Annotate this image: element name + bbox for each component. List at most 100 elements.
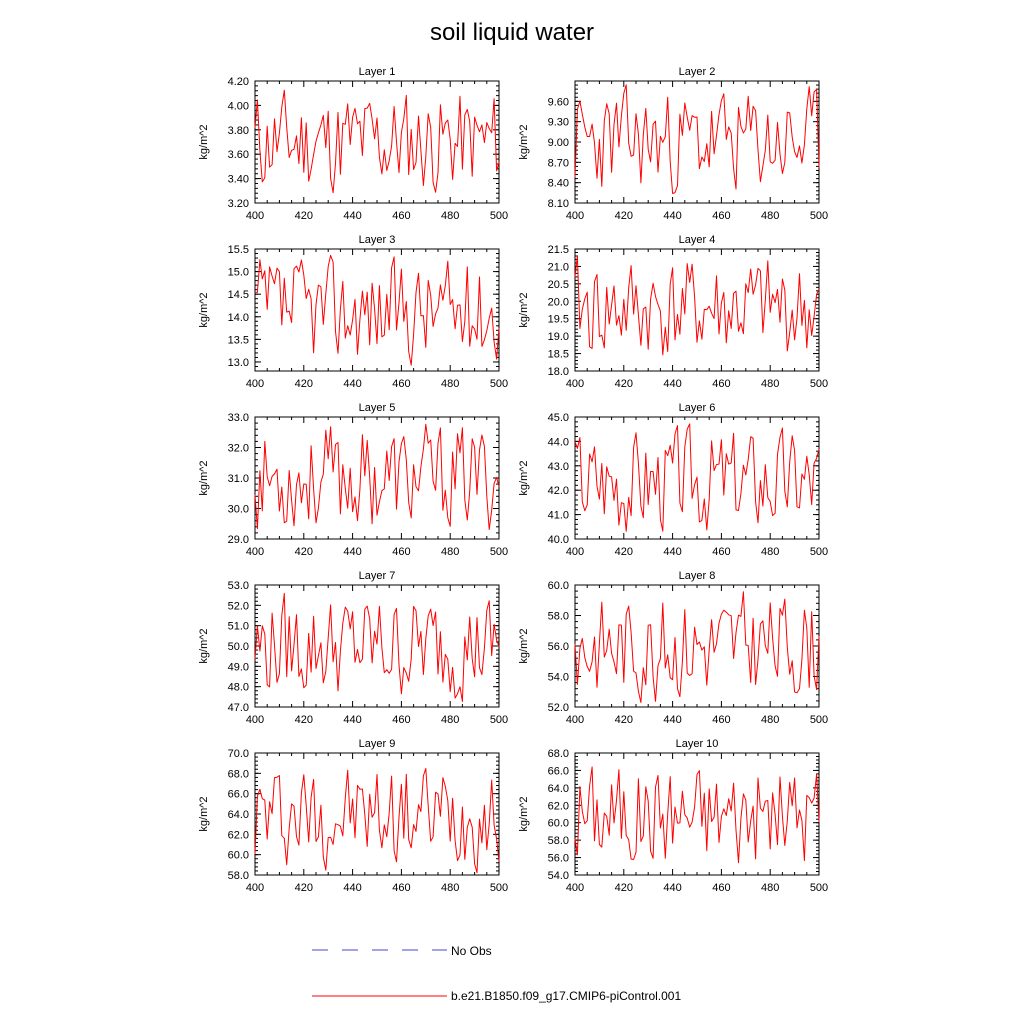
x-tick-label-layer-1: 460 (392, 210, 410, 222)
figure-title: soil liquid water (430, 19, 594, 46)
y-tick-label-layer-2: 8.10 (548, 198, 569, 210)
x-tick-label-layer-10: 400 (566, 882, 584, 894)
y-tick-label-layer-9: 66.0 (228, 789, 249, 801)
y-tick-label-layer-7: 49.0 (228, 661, 249, 673)
y-axis-label-layer-8: kg/m^2 (518, 628, 530, 663)
y-tick-label-layer-3: 13.0 (228, 357, 249, 369)
y-axis-label-layer-6: kg/m^2 (518, 460, 530, 495)
y-tick-label-layer-3: 15.0 (228, 267, 249, 279)
y-tick-label-layer-1: 3.40 (228, 174, 249, 186)
y-tick-label-layer-7: 47.0 (228, 702, 249, 714)
panel-title-layer-6: Layer 6 (679, 402, 716, 414)
x-tick-label-layer-8: 460 (712, 714, 730, 726)
x-tick-label-layer-9: 400 (246, 882, 264, 894)
plot-frame-layer-1 (254, 80, 500, 204)
series-line-layer-8 (574, 591, 820, 703)
x-tick-label-layer-8: 480 (761, 714, 779, 726)
x-tick-label-layer-1: 420 (295, 210, 313, 222)
panel-title-layer-2: Layer 2 (679, 66, 716, 78)
y-axis-label-layer-2: kg/m^2 (518, 124, 530, 159)
y-tick-label-layer-6: 44.0 (548, 436, 569, 448)
y-tick-label-layer-9: 68.0 (228, 768, 249, 780)
y-tick-label-layer-10: 60.0 (548, 818, 569, 830)
y-tick-label-layer-9: 60.0 (228, 850, 249, 862)
y-tick-label-layer-7: 50.0 (228, 641, 249, 653)
x-tick-label-layer-10: 480 (761, 882, 779, 894)
y-tick-label-layer-1: 4.00 (228, 100, 249, 112)
series-line-layer-3 (254, 254, 500, 366)
x-tick-label-layer-7: 400 (246, 714, 264, 726)
y-tick-label-layer-2: 8.40 (548, 178, 569, 190)
x-tick-label-layer-3: 440 (343, 378, 361, 390)
series-line-layer-5 (254, 423, 500, 530)
y-tick-label-layer-3: 15.5 (228, 244, 249, 256)
panel-title-layer-1: Layer 1 (359, 66, 396, 78)
y-tick-label-layer-4: 19.0 (548, 331, 569, 343)
panel-layer-10: Layer 10 kg/m^2 400 420 440 460 480 500 54.0 56.0… (518, 738, 828, 894)
y-tick-label-layer-5: 31.0 (228, 473, 249, 485)
x-tick-label-layer-4: 420 (615, 378, 633, 390)
panel-layer-8: Layer 8 kg/m^2 400 420 440 460 480 500 52.0 54.0 5… (518, 570, 828, 726)
x-tick-label-layer-1: 400 (246, 210, 264, 222)
x-tick-label-layer-10: 460 (712, 882, 730, 894)
series-line-layer-7 (254, 592, 500, 702)
y-axis-label-layer-1: kg/m^2 (198, 124, 210, 159)
y-axis-label-layer-3: kg/m^2 (198, 292, 210, 327)
x-tick-label-layer-5: 480 (441, 546, 459, 558)
y-tick-label-layer-10: 66.0 (548, 765, 569, 777)
panel-title-layer-10: Layer 10 (676, 738, 719, 750)
y-tick-label-layer-4: 20.0 (548, 296, 569, 308)
y-tick-label-layer-10: 56.0 (548, 853, 569, 865)
y-tick-label-layer-10: 68.0 (548, 748, 569, 760)
y-tick-label-layer-8: 52.0 (548, 702, 569, 714)
y-tick-label-layer-7: 48.0 (228, 682, 249, 694)
y-tick-label-layer-1: 3.60 (228, 149, 249, 161)
x-tick-label-layer-6: 400 (566, 546, 584, 558)
series-line-layer-1 (254, 89, 500, 194)
y-axis-label-layer-5: kg/m^2 (198, 460, 210, 495)
y-tick-label-layer-8: 56.0 (548, 641, 569, 653)
x-tick-label-layer-1: 440 (343, 210, 361, 222)
y-tick-label-layer-10: 58.0 (548, 835, 569, 847)
x-tick-label-layer-4: 440 (663, 378, 681, 390)
panel-layer-9: Layer 9 kg/m^2 400 420 440 460 480 500 58.0 60.0 6… (198, 738, 508, 894)
x-tick-label-layer-3: 400 (246, 378, 264, 390)
y-tick-label-layer-2: 9.00 (548, 137, 569, 149)
series-line-layer-10 (574, 766, 820, 864)
x-tick-label-layer-8: 500 (810, 714, 828, 726)
x-tick-label-layer-3: 500 (490, 378, 508, 390)
legend: No Obs b.e21.B1850.f09_g17.CMIP6-piContr… (312, 944, 681, 1003)
x-tick-label-layer-6: 420 (615, 546, 633, 558)
y-tick-label-layer-7: 53.0 (228, 580, 249, 592)
y-tick-label-layer-4: 18.0 (548, 366, 569, 378)
x-tick-label-layer-9: 480 (441, 882, 459, 894)
series-line-layer-4 (574, 255, 820, 356)
x-tick-label-layer-10: 420 (615, 882, 633, 894)
x-tick-label-layer-10: 500 (810, 882, 828, 894)
x-tick-label-layer-8: 440 (663, 714, 681, 726)
y-tick-label-layer-3: 13.5 (228, 334, 249, 346)
y-tick-label-layer-7: 51.0 (228, 621, 249, 633)
x-tick-label-layer-6: 500 (810, 546, 828, 558)
x-tick-label-layer-2: 400 (566, 210, 584, 222)
x-tick-label-layer-1: 480 (441, 210, 459, 222)
x-tick-label-layer-10: 440 (663, 882, 681, 894)
y-tick-label-layer-6: 42.0 (548, 485, 569, 497)
x-tick-label-layer-3: 480 (441, 378, 459, 390)
panel-layer-6: Layer 6 kg/m^2 400 420 440 460 480 500 40.0 41.0 4… (518, 402, 828, 558)
x-tick-label-layer-2: 500 (810, 210, 828, 222)
y-tick-label-layer-8: 58.0 (548, 611, 569, 623)
y-tick-label-layer-6: 45.0 (548, 412, 569, 424)
x-tick-label-layer-6: 460 (712, 546, 730, 558)
y-tick-label-layer-7: 52.0 (228, 600, 249, 612)
y-tick-label-layer-3: 14.0 (228, 312, 249, 324)
x-tick-label-layer-4: 500 (810, 378, 828, 390)
panel-title-layer-9: Layer 9 (359, 738, 396, 750)
panels-group: Layer 1 kg/m^2 400 420 440 460 480 500 3.20 3.40 3… (198, 66, 828, 894)
y-tick-label-layer-1: 4.20 (228, 76, 249, 88)
panel-layer-3: Layer 3 kg/m^2 400 420 440 460 480 500 13.0 13.5 1… (198, 234, 508, 390)
panel-title-layer-4: Layer 4 (679, 234, 716, 246)
panel-title-layer-7: Layer 7 (359, 570, 396, 582)
x-tick-label-layer-6: 480 (761, 546, 779, 558)
legend-label-no-obs: No Obs (451, 944, 492, 958)
